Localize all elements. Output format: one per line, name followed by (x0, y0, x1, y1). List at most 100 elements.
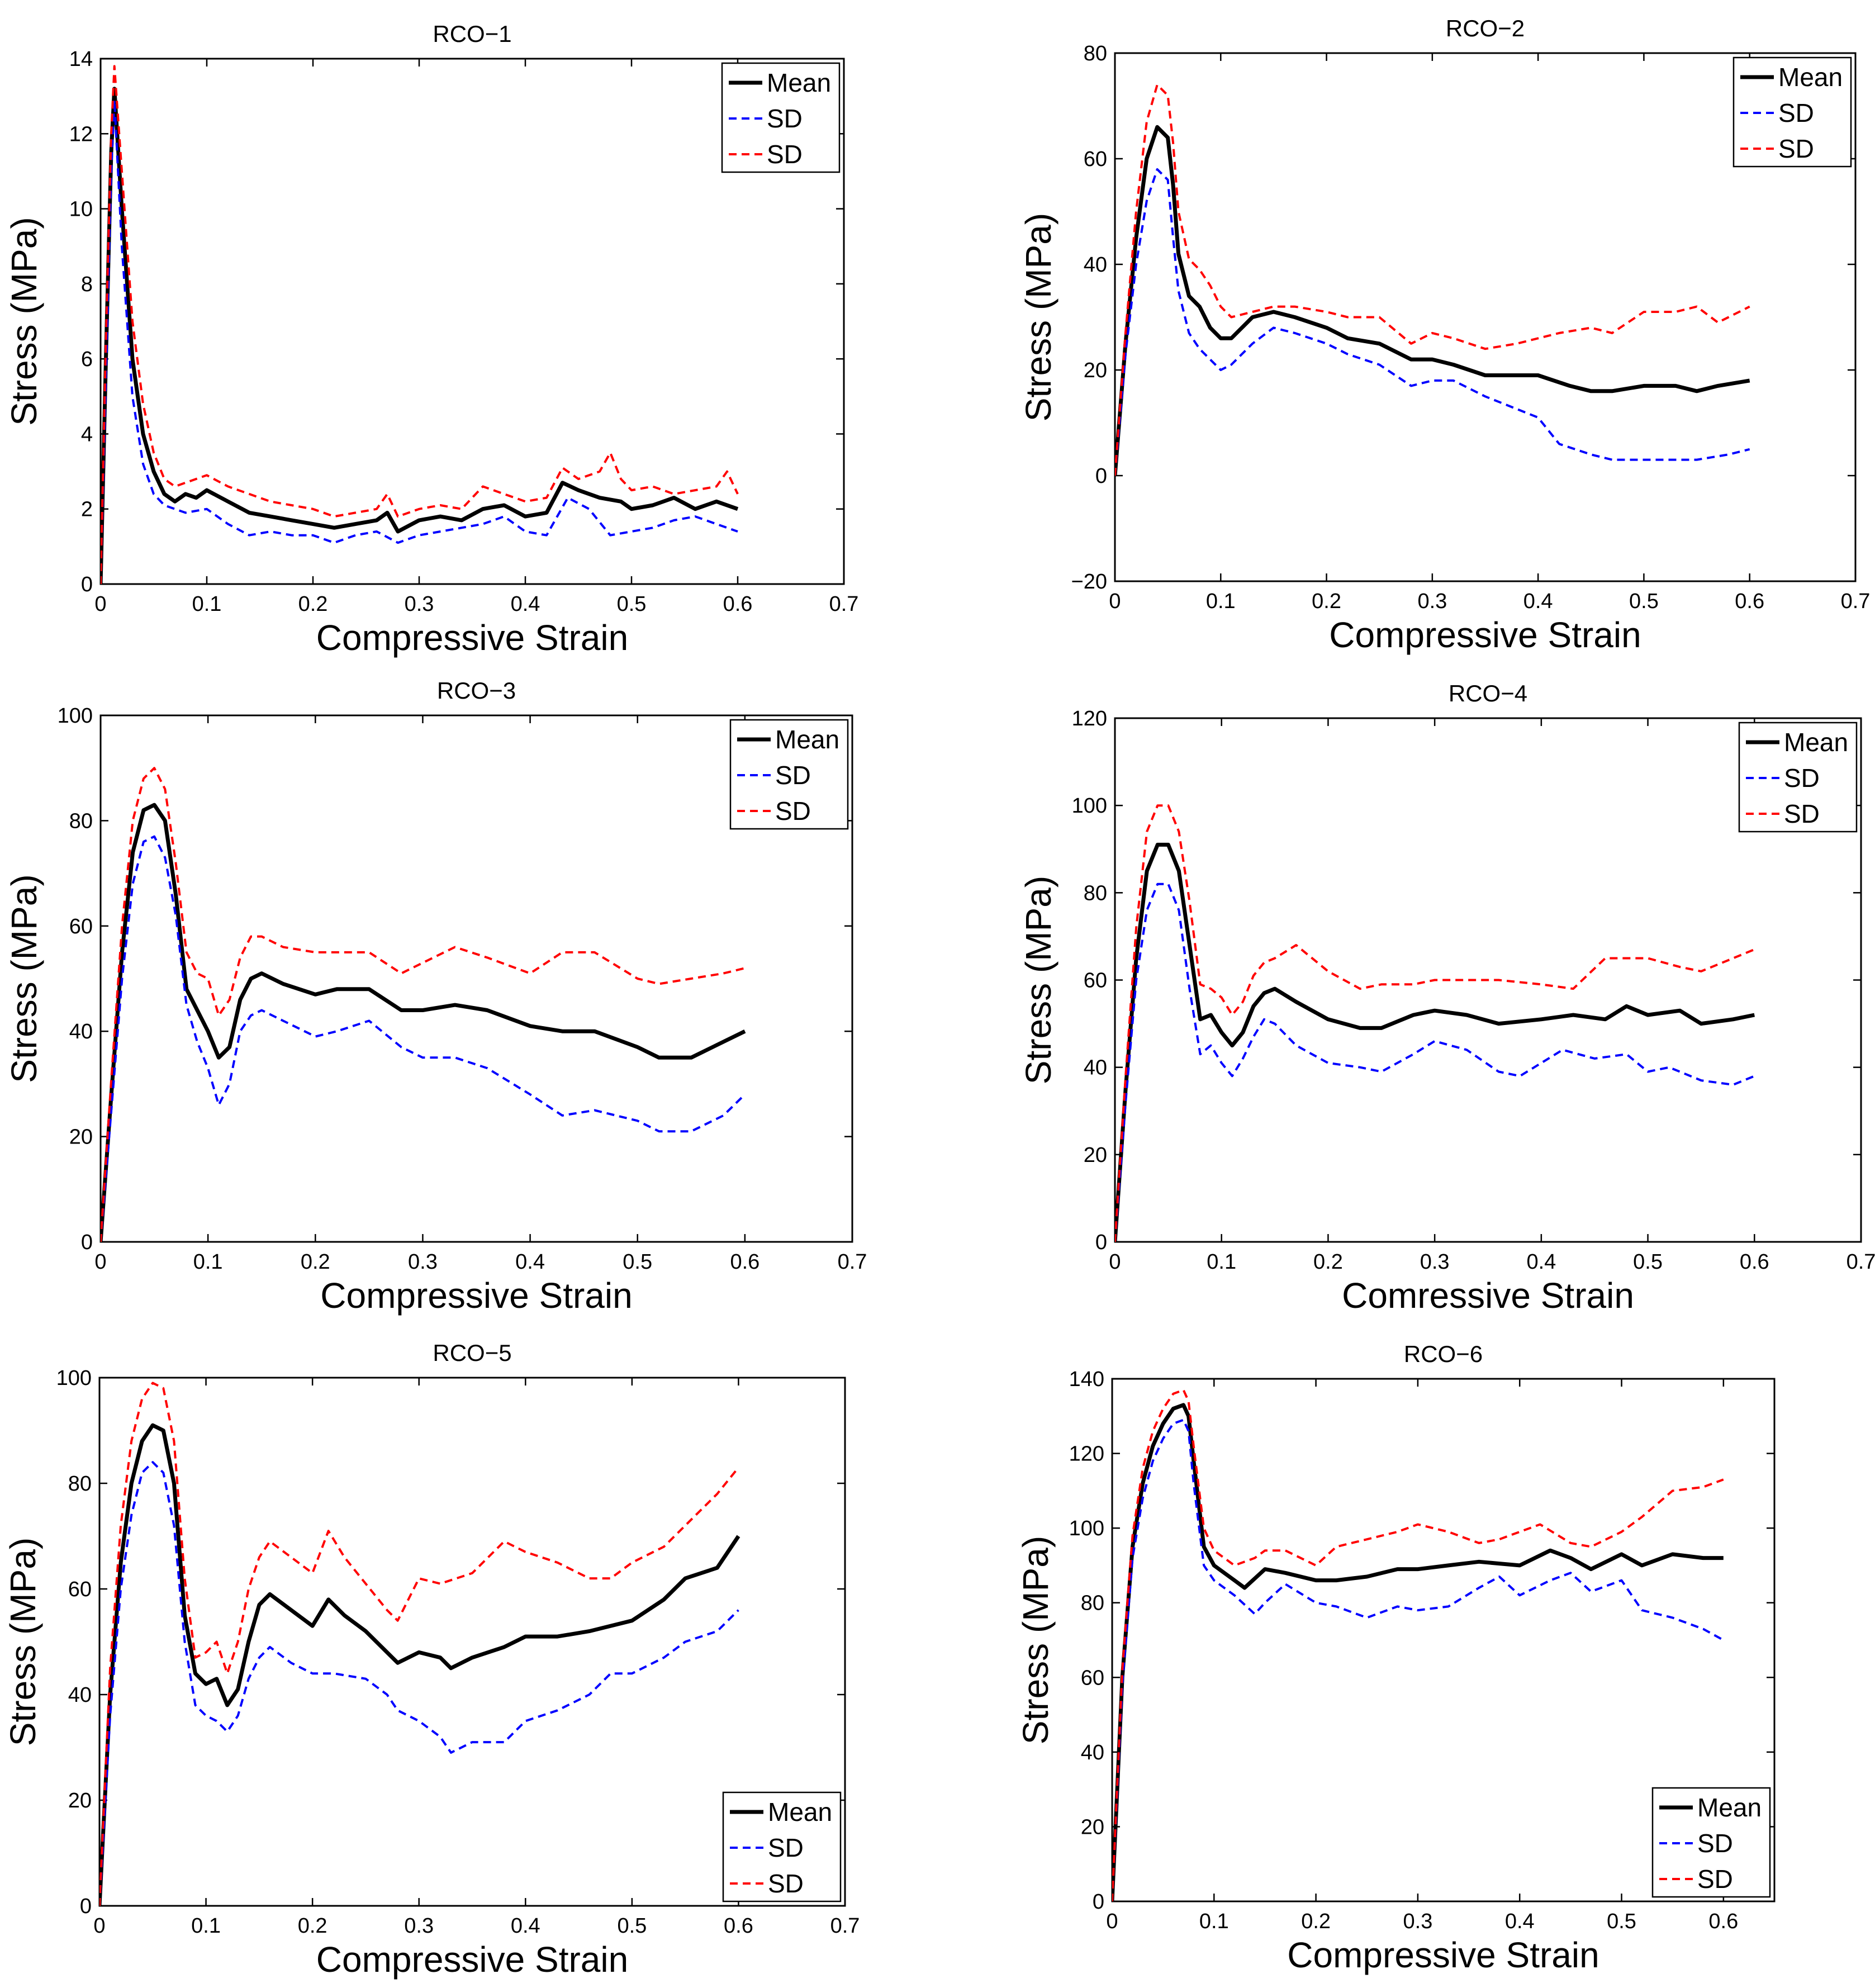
y-tick-label: 80 (1081, 1592, 1104, 1615)
legend: Mean SD SD (729, 719, 849, 830)
y-tick-label: 60 (1084, 969, 1107, 993)
legend-entry-mean: Mean (775, 725, 839, 754)
y-tick-label: 20 (1084, 1144, 1107, 1167)
legend-entry-sd-upper: SD (1697, 1864, 1733, 1894)
y-tick-label: 100 (1069, 1517, 1104, 1540)
x-tick-label: 0 (94, 592, 106, 616)
series-sd-upper-line (1112, 1389, 1724, 1901)
legend-entry-sd-lower: SD (1784, 763, 1820, 793)
legend-entry-mean: Mean (767, 68, 831, 97)
x-tick-label: 0.6 (1708, 1910, 1738, 1933)
y-tick-label: 20 (1084, 359, 1107, 382)
x-tick-label: 0.2 (301, 1250, 330, 1274)
chart-rco-3: RCO−3 0 0.1 0.2 0.3 0.4 0.5 0.6 0.7 0 20 40 60 80 100 C… (4, 677, 867, 1316)
plot-frame (98, 1377, 846, 1907)
x-tick-label: 0 (1109, 590, 1121, 613)
y-tick-label: 20 (68, 1789, 92, 1813)
y-tick-label: 12 (69, 122, 93, 146)
y-tick-label: 100 (1072, 794, 1107, 818)
x-tick-label: 0.5 (1629, 590, 1659, 613)
y-tick-label: 140 (1069, 1368, 1104, 1391)
chart-title: RCO−2 (1446, 15, 1525, 41)
y-tick-label: 120 (1072, 707, 1107, 730)
legend-entry-sd-lower: SD (767, 104, 803, 133)
series-sd-lower-line (1115, 168, 1750, 476)
legend: Mean SD SD (1651, 1787, 1771, 1898)
x-tick-label: 0.4 (511, 592, 540, 616)
y-tick-label: 14 (69, 48, 93, 71)
x-tick-label: 0.2 (1301, 1910, 1331, 1933)
y-tick-label: 60 (68, 1578, 92, 1601)
series-sd-upper-line (99, 1382, 739, 1906)
legend: Mean SD SD (1738, 722, 1858, 833)
y-tick-label: 80 (1084, 881, 1107, 905)
x-tick-label: 0.4 (515, 1250, 545, 1274)
chart-rco-1: RCO−1 0 0.1 0.2 0.3 0.4 0.5 0.6 0.7 0 2 4 6 8 10 12 14 Co… (4, 21, 858, 658)
x-tick-label: 0.5 (1633, 1250, 1663, 1274)
x-tick-label: 0.7 (838, 1250, 867, 1274)
series-mean-line (101, 87, 739, 584)
x-tick-label: 0.5 (1607, 1910, 1636, 1933)
y-tick-label: 40 (69, 1020, 93, 1043)
y-tick-label: 2 (81, 498, 93, 521)
legend: Mean SD SD (721, 62, 841, 173)
legend: Mean SD SD (722, 1791, 842, 1902)
plot-frame (99, 58, 845, 585)
x-tick-label: 0.1 (192, 592, 222, 616)
x-tick-label: 0.4 (1526, 1250, 1556, 1274)
y-tick-label: 20 (69, 1126, 93, 1149)
y-axis-label: Stress (MPa) (3, 1538, 43, 1746)
y-tick-label: 80 (68, 1472, 92, 1496)
x-axis-label: Compressive Strain (320, 1275, 632, 1316)
y-tick-label: 40 (1084, 253, 1107, 277)
y-tick-label: 10 (69, 198, 93, 221)
y-tick-label: 40 (1084, 1056, 1107, 1080)
legend-entry-mean: Mean (1778, 63, 1843, 92)
y-tick-label: 0 (80, 1895, 92, 1918)
legend: Mean SD SD (1732, 56, 1852, 168)
y-tick-label: 80 (1084, 42, 1107, 65)
y-tick-label: −20 (1071, 570, 1107, 594)
x-tick-label: 0 (94, 1250, 106, 1274)
y-tick-label: 40 (1081, 1741, 1104, 1764)
x-tick-label: 0.7 (1846, 1250, 1875, 1274)
x-axis-label: Comressive Strain (1342, 1275, 1634, 1316)
plot-frame (99, 714, 853, 1243)
x-tick-label: 0.5 (623, 1250, 652, 1274)
legend-entry-sd-upper: SD (1784, 799, 1820, 828)
series-sd-upper-line (101, 65, 739, 584)
x-tick-label: 0.3 (404, 1914, 434, 1938)
legend-entry-sd-upper: SD (1778, 134, 1814, 163)
x-axis-label: Compressive Strain (316, 618, 628, 658)
x-axis-label: Compressive Strain (1329, 615, 1641, 655)
x-tick-label: 0.5 (617, 592, 647, 616)
x-tick-label: 0.2 (298, 592, 328, 616)
x-tick-label: 0.6 (723, 592, 753, 616)
x-tick-label: 0.4 (1505, 1910, 1535, 1933)
x-tick-label: 0 (1109, 1250, 1121, 1274)
x-tick-label: 0.3 (1417, 590, 1447, 613)
legend-entry-sd-lower: SD (1697, 1829, 1733, 1858)
y-tick-label: 0 (81, 573, 93, 596)
x-tick-label: 0.3 (408, 1250, 438, 1274)
chart-title: RCO−3 (437, 677, 516, 704)
y-tick-label: 4 (81, 423, 93, 446)
x-tick-label: 0.2 (1313, 1250, 1343, 1274)
x-tick-label: 0.6 (730, 1250, 760, 1274)
x-tick-label: 0.5 (617, 1914, 647, 1938)
y-tick-label: 0 (1095, 464, 1107, 488)
x-tick-label: 0.6 (724, 1914, 753, 1938)
legend-entry-mean: Mean (768, 1797, 832, 1826)
legend-entry-mean: Mean (1697, 1793, 1762, 1822)
x-tick-label: 0.4 (1523, 590, 1553, 613)
y-tick-label: 60 (1084, 148, 1107, 171)
x-tick-label: 0 (1106, 1910, 1118, 1933)
chart-title: RCO−6 (1404, 1341, 1483, 1367)
chart-rco-5: RCO−5 0 0.1 0.2 0.3 0.4 0.5 0.6 0.7 0 20 40 60 80 100 C… (3, 1340, 860, 1980)
legend-entry-sd-lower: SD (768, 1833, 804, 1862)
x-tick-label: 0.3 (1403, 1910, 1433, 1933)
x-axis-label: Compressive Strain (1287, 1935, 1599, 1975)
y-tick-label: 80 (69, 809, 93, 833)
y-axis-label: Stress (MPa) (4, 217, 44, 425)
chart-rco-6: RCO−6 0 0.1 0.2 0.3 0.4 0.5 0.6 0 20 40 60 80 100 120 1… (1015, 1341, 1776, 1975)
